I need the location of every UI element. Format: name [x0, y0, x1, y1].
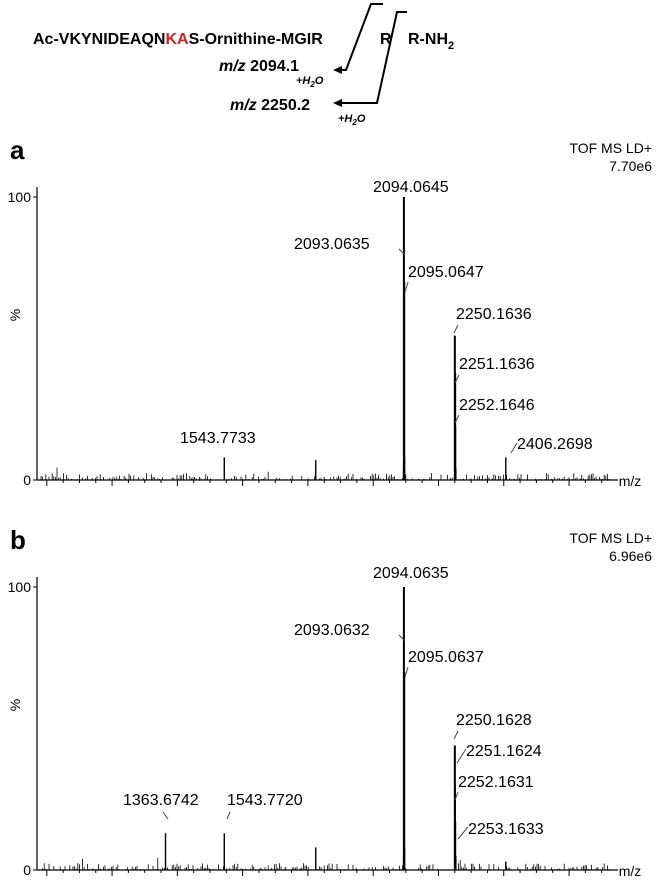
y-axis-label: % [7, 699, 23, 711]
nh2-subscript: 2 [448, 40, 454, 52]
peak-label: 2252.1646 [459, 397, 535, 414]
y-tick-label: 100 [8, 189, 32, 205]
peak-label: 2250.1636 [456, 306, 532, 323]
panel-letter: b [10, 527, 26, 555]
peak-label: 2251.1624 [466, 743, 542, 760]
fragment2-label: m/z 2250.2 [230, 97, 310, 114]
y-tick-label: 0 [23, 862, 31, 877]
label-leader [454, 374, 460, 384]
label-leader [453, 324, 459, 334]
y-axis-label: % [7, 309, 23, 321]
water2-subscript: 2 [351, 118, 357, 127]
x-axis-label: m/z [619, 473, 642, 487]
label-leader [398, 248, 406, 256]
peptide-prefix: Ac-VKYNIDEAQN [33, 31, 165, 48]
fragment2-mz-label: m/z [230, 97, 257, 114]
peak-label: 1363.6742 [123, 792, 199, 809]
peak-label: 2250.1628 [456, 712, 532, 729]
peptide-suffix-text: R-NH [408, 31, 448, 48]
peptide-suffix: R-NH2 [408, 31, 454, 52]
peak-label: 2094.0645 [373, 179, 449, 196]
spectrum-panel-a: a TOF MS LD+ 7.70e6 % m/z 01001000120014… [7, 137, 652, 487]
label-leader [162, 811, 169, 820]
cleavage-line-1 [340, 3, 383, 71]
label-leader [453, 730, 459, 740]
water1-subscript: 2 [309, 80, 315, 89]
y-tick-label: 0 [23, 472, 31, 487]
peak-label: 1543.7720 [227, 792, 303, 809]
label-leader [510, 442, 518, 454]
instrument-label: TOF MS LD+ [569, 530, 652, 546]
fragment1-mz-value: 2094.1 [250, 58, 299, 75]
cleavage-line-2 [340, 11, 407, 104]
fragment1-mz-label: m/z [219, 58, 246, 75]
fragment2-mz-value: 2250.2 [261, 97, 310, 114]
label-leader [404, 666, 409, 678]
plot-area: 0100100012001400160018002000220024002600… [8, 565, 618, 877]
arrowhead-1 [333, 66, 342, 74]
fragment2-water: +H2O [338, 113, 366, 127]
peak-label: 2406.2698 [517, 436, 593, 453]
label-leader [454, 791, 459, 801]
instrument-label: TOF MS LD+ [569, 140, 652, 156]
label-leader [404, 281, 409, 293]
water1-prefix: +H [296, 75, 311, 87]
peak-label: 2094.0635 [373, 565, 449, 582]
peak-label: 2093.0632 [294, 622, 370, 639]
fragment1-label: m/z 2094.1 [219, 58, 299, 75]
peak-label: 1543.7733 [180, 430, 256, 447]
peak-label: 2095.0647 [408, 264, 484, 281]
panel-letter: a [10, 137, 25, 165]
peak-label: 2095.0637 [408, 649, 484, 666]
peptide-mid: S-Ornithine-MGIR [189, 31, 324, 48]
water2-prefix: +H [338, 113, 353, 125]
peak-label: 2252.1631 [458, 774, 534, 791]
baseline-noise [42, 857, 610, 870]
water1-suffix: O [315, 75, 324, 87]
x-axis-label: m/z [619, 863, 642, 877]
fragment1-water: +H2O [296, 75, 324, 89]
label-leader [226, 811, 231, 820]
intensity-max-label: 7.70e6 [609, 158, 652, 174]
peptide-sequence: Ac-VKYNIDEAQNKAS-Ornithine-MGIR [33, 31, 323, 48]
label-leader [457, 826, 469, 840]
label-leader [454, 414, 460, 424]
peak-label: 2251.1636 [459, 356, 535, 373]
arrowhead-2 [333, 99, 342, 107]
peak-label: 2253.1633 [468, 821, 544, 838]
spectrum-panel-b: b TOF MS LD+ 6.96e6 % m/z 01001000120014… [7, 527, 652, 877]
peptide-highlight: KA [165, 31, 189, 48]
peak-label: 2093.0635 [294, 236, 370, 253]
intensity-max-label: 6.96e6 [609, 548, 652, 564]
y-tick-label: 100 [8, 579, 32, 595]
plot-area: 0100100012001400160018002000220024002600… [8, 179, 618, 487]
water2-suffix: O [357, 113, 366, 125]
label-leader [398, 634, 406, 642]
baseline-noise [40, 467, 610, 480]
peptide-scheme: Ac-VKYNIDEAQNKAS-Ornithine-MGIR R R-NH2 … [33, 3, 454, 127]
label-leader [456, 748, 467, 764]
